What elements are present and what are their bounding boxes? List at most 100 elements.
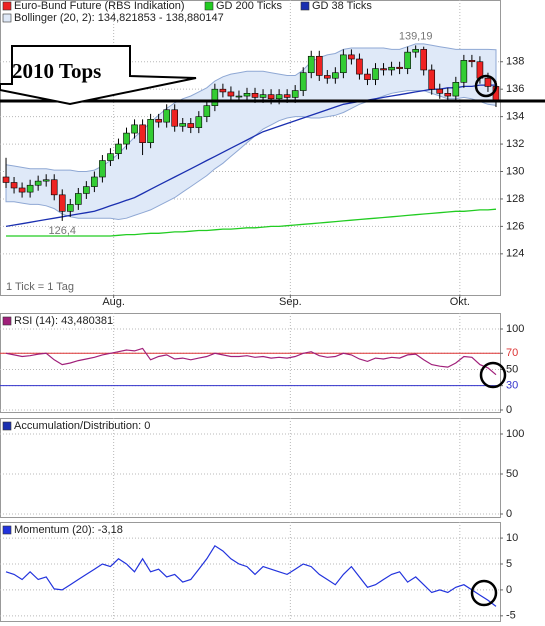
candle-body <box>42 179 50 182</box>
candle-body <box>131 124 138 134</box>
candle-body <box>187 123 195 128</box>
legend-swatch <box>300 1 310 11</box>
candle-body <box>139 124 146 143</box>
legend-label: Euro-Bund Future (RBS Indikation) <box>14 0 185 12</box>
candle-body <box>275 94 283 100</box>
candle-body <box>259 94 267 98</box>
candle-body <box>75 193 82 205</box>
plot-area: Aug. Sep. Okt. 124 126 128 130 132 134 136 138 126,… <box>0 0 524 622</box>
candle-body <box>307 55 315 74</box>
highlight-circle <box>474 74 498 98</box>
candle-body <box>34 180 42 186</box>
candle-body <box>340 54 347 74</box>
legend-label: GD 38 Ticks <box>312 0 372 12</box>
candle-body <box>324 75 331 79</box>
x-tick-label: Sep. <box>279 296 302 308</box>
candle-body <box>251 93 259 98</box>
candle-body <box>171 109 178 127</box>
candle-body <box>211 88 219 106</box>
low-annotation: 126,4 <box>48 225 76 237</box>
y-tick-label: 30 <box>506 380 518 392</box>
overlay: 1 Tick = 1 Tag 2010 Tops <box>0 45 545 607</box>
highlight-circle <box>479 361 507 389</box>
candle-body <box>203 105 211 117</box>
candle-body <box>83 186 90 194</box>
candle-body <box>460 60 468 83</box>
candle-body <box>219 88 227 93</box>
candle-body <box>243 93 251 97</box>
moving-average-line <box>6 208 497 237</box>
callout-text: 2010 Tops <box>12 59 101 83</box>
legend-swatch <box>2 421 12 431</box>
candle-body <box>412 49 419 53</box>
legend-label: RSI (14): 43,480381 <box>14 315 113 327</box>
candle-body <box>291 90 299 98</box>
candle-body <box>66 204 74 212</box>
y-tick-label: 5 <box>506 558 512 570</box>
x-tick-label: Aug. <box>102 296 125 308</box>
panel-frame <box>0 313 501 413</box>
y-tick-label: 128 <box>506 193 524 205</box>
legend-label: Momentum (20): -3,18 <box>14 524 123 536</box>
candle-body <box>348 54 355 60</box>
candle-body <box>58 194 66 212</box>
candle-body <box>235 95 243 98</box>
candle-body <box>267 94 275 100</box>
candle-body <box>10 182 18 189</box>
tick-note: 1 Tick = 1 Tag <box>6 281 74 293</box>
callout-arrow <box>0 45 197 106</box>
candle-body <box>91 176 98 187</box>
y-tick-label: 0 <box>506 584 512 596</box>
legend-swatch <box>2 525 12 535</box>
indicator-line <box>5 544 497 607</box>
candle-body <box>195 116 203 128</box>
candle-body <box>179 123 187 127</box>
y-tick-label: 126 <box>506 220 524 232</box>
candle-body <box>155 119 162 123</box>
candle-body <box>163 109 170 123</box>
y-tick-label: 100 <box>506 428 524 440</box>
candle-body <box>404 51 411 69</box>
candle-body <box>50 179 58 196</box>
candle-body <box>332 72 339 79</box>
candle-body <box>452 82 460 97</box>
candle-body <box>107 153 114 161</box>
high-annotation: 139,19 <box>399 30 433 42</box>
legend-swatch <box>2 1 12 11</box>
candle-body <box>380 68 387 71</box>
candle-body <box>484 77 492 87</box>
candle-body <box>299 72 307 91</box>
y-tick-label: 50 <box>506 468 518 480</box>
candle-body <box>372 68 379 80</box>
moving-average-line <box>5 84 496 228</box>
candle-body <box>396 66 403 69</box>
candle-body <box>227 91 235 97</box>
candle-body <box>26 184 34 193</box>
candle-body <box>436 88 444 94</box>
y-tick-label: 0 <box>506 508 512 520</box>
y-tick-label: 50 <box>506 363 518 375</box>
y-tick-label: 100 <box>506 323 524 335</box>
legend-swatch <box>204 1 214 11</box>
candle-body <box>388 66 395 71</box>
y-tick-label: 124 <box>506 248 524 260</box>
y-tick-label: 0 <box>506 404 512 416</box>
candle-body <box>99 160 106 178</box>
candle-body <box>123 132 130 145</box>
y-tick-label: 138 <box>506 56 524 68</box>
y-tick-label: 70 <box>506 347 518 359</box>
panel-frame <box>0 418 501 518</box>
y-tick-label: 130 <box>506 165 524 177</box>
legend-label: GD 200 Ticks <box>216 0 283 12</box>
candle-body <box>18 187 26 193</box>
candle-body <box>364 73 371 80</box>
candle-body <box>147 119 154 143</box>
candle-body <box>283 94 291 98</box>
y-tick-label: -5 <box>506 610 516 622</box>
candle-body <box>2 176 10 183</box>
candle-body <box>444 93 452 97</box>
highlight-circle <box>470 579 498 607</box>
y-tick-label: 132 <box>506 138 524 150</box>
candle-body <box>315 55 323 76</box>
